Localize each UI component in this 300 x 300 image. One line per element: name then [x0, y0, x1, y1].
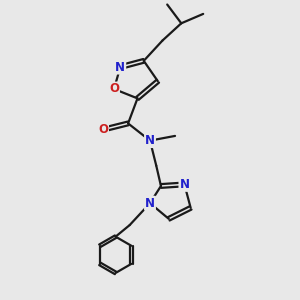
Text: N: N	[179, 178, 189, 191]
Text: N: N	[145, 197, 155, 210]
Text: N: N	[115, 61, 125, 74]
Text: N: N	[145, 134, 155, 147]
Text: O: O	[98, 123, 108, 136]
Text: O: O	[109, 82, 119, 95]
